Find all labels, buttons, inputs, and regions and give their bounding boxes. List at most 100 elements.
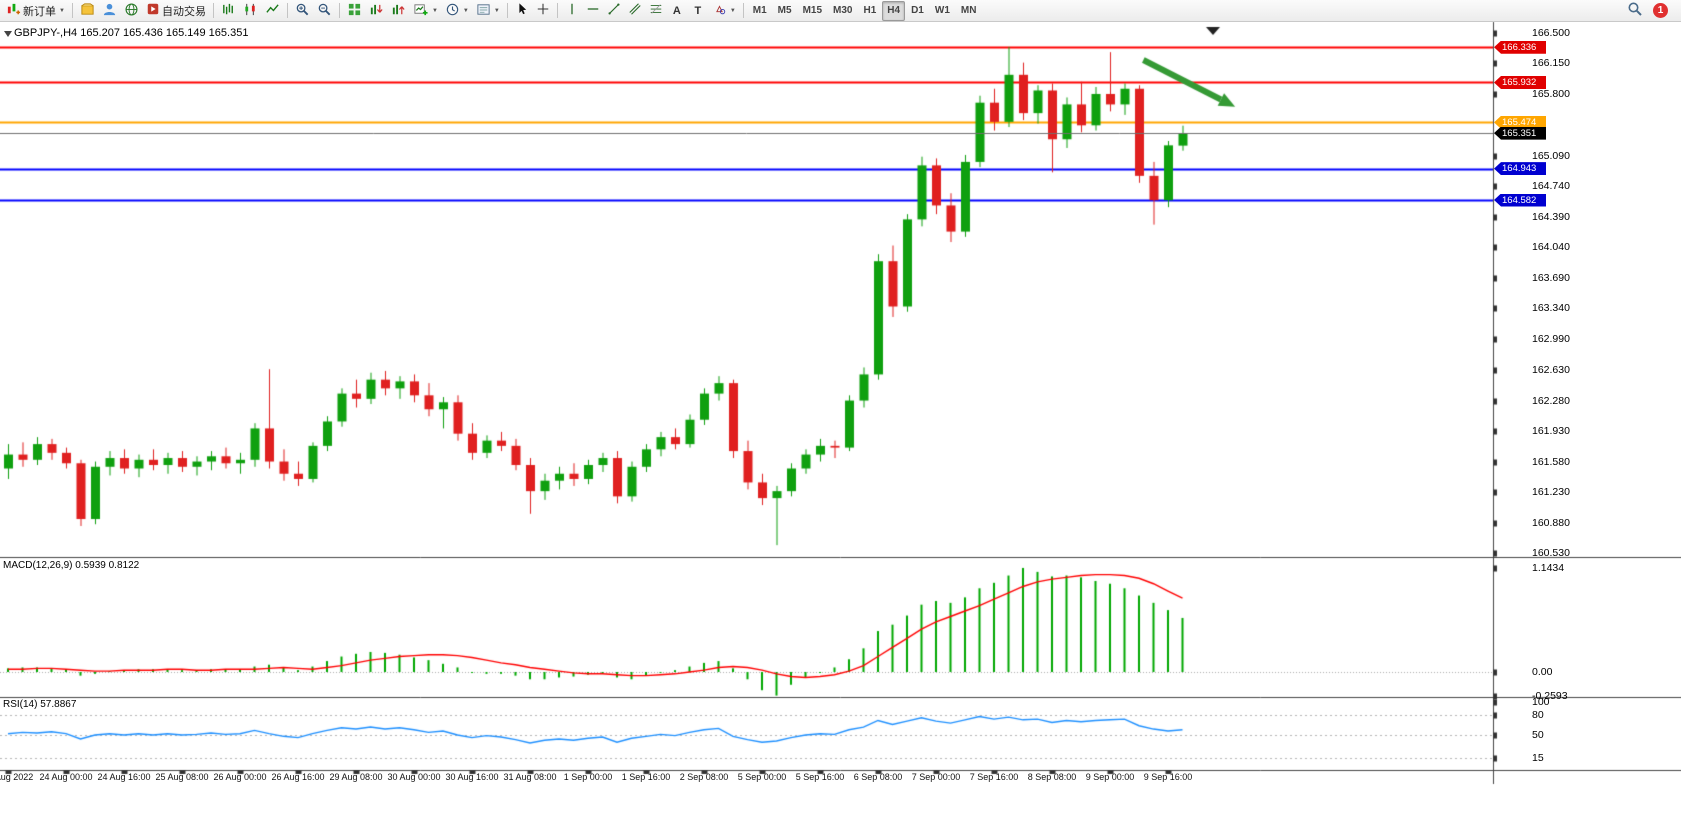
chevron-down-icon: ▼	[729, 7, 736, 14]
time-axis-label: 1 Sep 16:00	[621, 772, 671, 782]
toolbar-separator	[556, 3, 558, 18]
price-axis-tick: 160.530	[1532, 546, 1570, 559]
time-axis-label: 26 Aug 00:00	[213, 772, 267, 782]
rsi-axis-tick: 15	[1532, 752, 1544, 765]
timeframe-h1-button[interactable]: H1	[858, 1, 881, 21]
timeframe-mn-button[interactable]: MN	[956, 1, 982, 21]
arrange-up-icon	[391, 2, 406, 20]
text-tool-button[interactable]: A	[667, 1, 687, 21]
timeframe-h4-button[interactable]: H4	[882, 0, 906, 21]
new-order-label: 新订单	[23, 5, 56, 18]
price-axis-tick: 161.930	[1532, 425, 1570, 438]
tile-windows-button[interactable]	[344, 1, 365, 21]
zoom-out-button[interactable]	[314, 1, 335, 21]
channel-button[interactable]	[625, 1, 645, 21]
macd-axis-tick: 0.00	[1532, 666, 1553, 678]
timeframe-d1-button[interactable]: D1	[906, 1, 929, 21]
price-axis-tick: 166.500	[1532, 27, 1570, 39]
price-axis-tick: 164.740	[1532, 180, 1570, 193]
time-axis-label: 5 Sep 00:00	[737, 772, 787, 782]
trendline-icon	[607, 2, 621, 19]
shapes-button[interactable]: ▼	[709, 1, 739, 21]
shapes-icon	[712, 2, 727, 19]
auto-arrange-button[interactable]	[366, 1, 387, 21]
candlestick-chart-button[interactable]	[240, 1, 261, 21]
search-button[interactable]	[1624, 1, 1646, 21]
time-axis-label: 6 Sep 08:00	[853, 772, 903, 782]
globe-icon	[124, 2, 139, 20]
time-axis-label: 29 Aug 08:00	[329, 772, 383, 782]
price-level-tag: 164.943	[1494, 162, 1546, 176]
zoom-in-button[interactable]	[292, 1, 313, 21]
chart-shift-button[interactable]	[388, 1, 409, 21]
timeframe-m30-button[interactable]: M30	[828, 1, 857, 21]
periods-button[interactable]: ▼	[442, 1, 472, 21]
price-axis-tick: 162.990	[1532, 332, 1570, 345]
price-level-tag: 165.351	[1494, 126, 1546, 140]
new-order-icon	[6, 2, 21, 20]
crosshair-icon	[536, 2, 550, 19]
time-axis-label: 24 Aug 00:00	[39, 772, 93, 782]
time-axis-label: 9 Sep 00:00	[1085, 772, 1135, 782]
fibonacci-button[interactable]	[646, 1, 666, 21]
price-axis-tick: 162.630	[1532, 364, 1570, 377]
time-axis-label: 1 Sep 00:00	[563, 772, 613, 782]
timeframe-w1-button[interactable]: W1	[930, 1, 955, 21]
time-axis-label: 8 Sep 08:00	[1027, 772, 1077, 782]
fibonacci-icon	[649, 2, 663, 19]
trendline-button[interactable]	[604, 1, 624, 21]
price-axis-tick: 164.040	[1532, 241, 1570, 254]
toolbar-separator	[338, 3, 340, 18]
chevron-down-icon: ▼	[431, 7, 438, 14]
time-axis-label: 9 Sep 16:00	[1143, 772, 1193, 782]
bar-chart-icon	[221, 2, 236, 20]
crosshair-button[interactable]	[533, 1, 553, 21]
symbol-collapse-icon[interactable]	[4, 31, 12, 37]
time-axis-label: 25 Aug 08:00	[155, 772, 209, 782]
community-button[interactable]	[121, 1, 142, 21]
price-axis-tick: 164.390	[1532, 210, 1570, 223]
timeframe-m5-button[interactable]: M5	[773, 1, 797, 21]
time-axis-label: 30 Aug 16:00	[445, 772, 499, 782]
toolbar-separator	[212, 3, 214, 18]
time-axis-label: 26 Aug 16:00	[271, 772, 325, 782]
timeframe-m15-button[interactable]: M15	[798, 1, 827, 21]
market-watch-icon	[80, 2, 95, 20]
rsi-axis-tick: 50	[1532, 729, 1544, 741]
horizontal-line-button[interactable]	[583, 1, 603, 21]
notification-badge[interactable]: 1	[1653, 3, 1668, 18]
zoom-in-icon	[295, 2, 310, 20]
cursor-button[interactable]	[512, 1, 532, 21]
time-axis-label: 23 Aug 2022	[0, 772, 34, 782]
rsi-axis-tick: 100	[1532, 696, 1550, 708]
horizontal-line-icon	[586, 2, 600, 19]
vertical-line-icon	[565, 2, 579, 19]
rsi-axis-tick: 80	[1532, 709, 1544, 722]
price-level-tag: 166.336	[1494, 40, 1546, 54]
price-level-tag: 165.932	[1494, 75, 1546, 89]
label-tool-button[interactable]: T	[688, 1, 708, 21]
cursor-icon	[515, 2, 529, 19]
new-order-button[interactable]: 新订单 ▼	[3, 1, 68, 21]
timeframe-m1-button[interactable]: M1	[748, 1, 772, 21]
line-chart-button[interactable]	[262, 1, 283, 21]
accounts-button[interactable]	[99, 1, 120, 21]
toolbar-separator	[71, 3, 73, 18]
price-axis-tick: 161.580	[1532, 455, 1570, 468]
vertical-line-button[interactable]	[562, 1, 582, 21]
new-chart-button[interactable]: ▼	[410, 1, 441, 21]
time-axis[interactable]: 23 Aug 2022 24 Aug 00:00 24 Aug 16:00 25 Au…	[0, 770, 1681, 786]
toolbar-separator	[742, 3, 744, 18]
time-axis-label: 7 Sep 00:00	[911, 772, 961, 782]
price-axis-tick: 165.090	[1532, 149, 1570, 162]
price-axis[interactable]: 166.500 166.150 165.800 165.090 164.740 164.3…	[1493, 22, 1681, 770]
autotrading-button[interactable]: 自动交易	[143, 1, 209, 21]
autotrading-label: 自动交易	[161, 5, 206, 18]
price-level-tag: 164.582	[1494, 193, 1546, 207]
template-icon	[476, 2, 491, 20]
time-axis-label: 2 Sep 08:00	[679, 772, 729, 782]
bar-chart-button[interactable]	[218, 1, 239, 21]
templates-button[interactable]: ▼	[473, 1, 503, 21]
market-watch-button[interactable]	[77, 1, 98, 21]
